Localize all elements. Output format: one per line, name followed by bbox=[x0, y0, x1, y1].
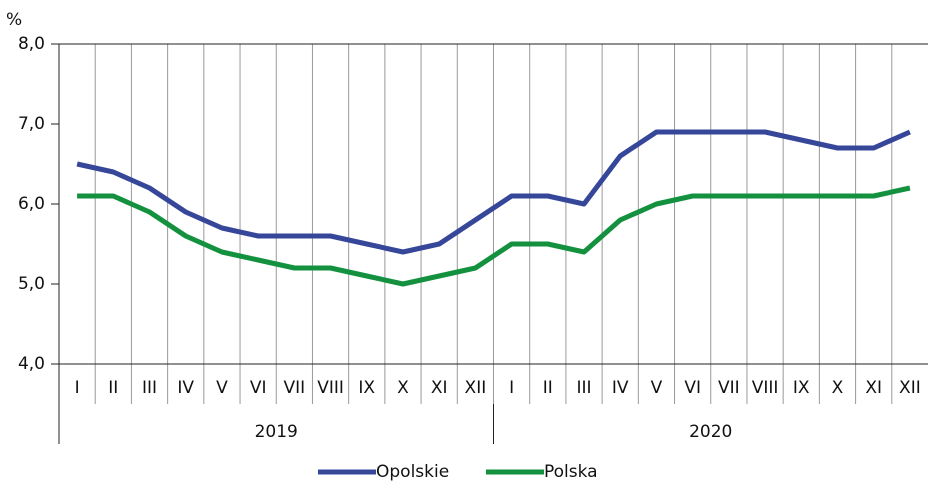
x-tick-label: I bbox=[75, 378, 80, 398]
x-tick-label: XI bbox=[431, 378, 448, 398]
x-tick-label: IX bbox=[358, 378, 375, 398]
x-tick-label: II bbox=[543, 378, 553, 398]
group-label: 2020 bbox=[689, 422, 732, 442]
y-tick-label: 8,0 bbox=[18, 34, 45, 54]
y-tick-label: 7,0 bbox=[18, 114, 45, 134]
x-tick-label: XI bbox=[865, 378, 882, 398]
x-tick-label: III bbox=[142, 378, 157, 398]
x-tick-label: XII bbox=[899, 378, 921, 398]
x-tick-label: VI bbox=[250, 378, 267, 398]
x-tick-label: XII bbox=[465, 378, 487, 398]
y-unit: % bbox=[6, 10, 22, 30]
x-tick-label: II bbox=[108, 378, 118, 398]
group-label: 2019 bbox=[255, 422, 298, 442]
x-tick-label: V bbox=[216, 378, 228, 398]
x-tick-label: VIII bbox=[752, 378, 779, 398]
x-tick-label: IV bbox=[177, 378, 194, 398]
series-line bbox=[76, 129, 911, 255]
legend-label: Opolskie bbox=[376, 462, 449, 481]
y-tick-label: 4,0 bbox=[18, 354, 45, 374]
y-tick-label: 5,0 bbox=[18, 274, 45, 294]
legend-label: Polska bbox=[544, 462, 598, 481]
x-tick-label: VII bbox=[284, 378, 306, 398]
y-tick-label: 6,0 bbox=[18, 194, 45, 214]
x-tick-label: V bbox=[651, 378, 663, 398]
x-tick-label: VI bbox=[684, 378, 701, 398]
x-tick-label: IX bbox=[793, 378, 810, 398]
x-tick-label: I bbox=[509, 378, 514, 398]
x-tick-label: X bbox=[832, 378, 844, 398]
x-tick-label: VIII bbox=[317, 378, 344, 398]
series-line bbox=[77, 185, 911, 287]
x-tick-label: X bbox=[397, 378, 409, 398]
x-tick-label: VII bbox=[718, 378, 740, 398]
x-tick-label: IV bbox=[612, 378, 629, 398]
x-tick-label: III bbox=[576, 378, 591, 398]
